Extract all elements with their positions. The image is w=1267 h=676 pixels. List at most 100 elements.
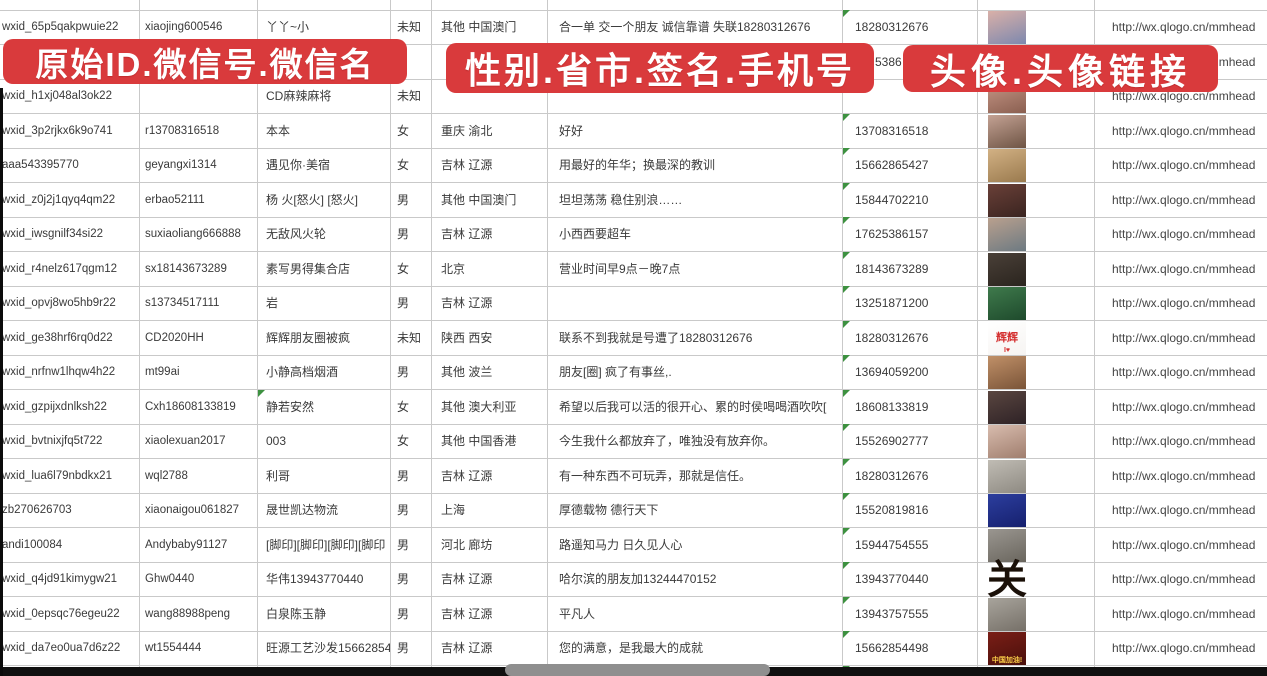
gender-cell[interactable]: 女 — [391, 424, 432, 459]
avatar-cell[interactable] — [978, 10, 1095, 45]
signature-cell[interactable]: 您的满意，是我最大的成就 — [548, 631, 843, 666]
phone-cell[interactable] — [843, 79, 978, 114]
signature-cell[interactable]: 平凡人 — [548, 596, 843, 632]
avatar-cell[interactable]: 中国加油! — [978, 631, 1095, 666]
signature-cell[interactable]: 今生我什么都放弃了，唯独没有放弃你。 — [548, 424, 843, 459]
phone-cell[interactable] — [843, 0, 978, 11]
signature-cell[interactable]: 好好 — [548, 113, 843, 149]
nickname-cell[interactable]: 003 — [258, 424, 391, 459]
gender-cell[interactable]: 男 — [391, 286, 432, 321]
avatar-cell[interactable] — [978, 424, 1095, 459]
link-cell[interactable]: http://wx.qlogo.cn/mmhead — [1095, 597, 1267, 632]
gender-cell[interactable] — [391, 44, 432, 80]
region-cell[interactable]: 吉林 辽源 — [432, 217, 548, 252]
wxid-cell[interactable]: aaa543395770 — [0, 148, 140, 183]
gender-cell[interactable]: 未知 — [391, 10, 432, 45]
wechat-id-cell[interactable]: wang88988peng — [140, 596, 258, 632]
wechat-id-cell[interactable]: Ghw0440 — [140, 562, 258, 597]
region-cell[interactable]: 其他 波兰 — [432, 355, 548, 390]
wechat-id-cell[interactable]: s13734517111 — [140, 286, 258, 321]
gender-cell[interactable]: 未知 — [391, 79, 432, 114]
avatar-cell[interactable] — [978, 113, 1095, 149]
gender-cell[interactable]: 女 — [391, 389, 432, 425]
phone-cell[interactable]: 18608133819 — [843, 389, 978, 425]
link-cell[interactable]: http://wx.qlogo.cn/mmhead — [1095, 424, 1267, 459]
wechat-id-cell[interactable]: sx18143673289 — [140, 251, 258, 287]
avatar-cell[interactable] — [978, 596, 1095, 632]
signature-cell[interactable]: 营业时间早9点－晚7点 — [548, 251, 843, 287]
link-cell[interactable]: http://wx.qlogo.cn/mmhead — [1095, 459, 1267, 494]
signature-cell[interactable]: 坦坦荡荡 稳住别浪…… — [548, 182, 843, 218]
wxid-cell[interactable]: wxid_da7eo0ua7d6z22 — [0, 631, 140, 666]
signature-cell[interactable]: 朋友[圈] 疯了有事丝,. — [548, 355, 843, 390]
wxid-cell[interactable]: wxid_opvj8wo5hb9r22 — [0, 286, 140, 321]
wechat-id-cell[interactable] — [140, 0, 258, 11]
signature-cell[interactable] — [548, 0, 843, 11]
signature-cell[interactable]: 希望以后我可以活的很开心、累的时侯喝喝酒吹吹[ — [548, 389, 843, 425]
wechat-id-cell[interactable]: xiaonaigou061827 — [140, 493, 258, 528]
phone-cell[interactable]: 13943757555 — [843, 596, 978, 632]
wxid-cell[interactable]: wxid_ge38hrf6rq0d22 — [0, 320, 140, 356]
nickname-cell[interactable]: 利哥 — [258, 458, 391, 494]
signature-cell[interactable]: 哈尔滨的朋友加13244470152 — [548, 562, 843, 597]
signature-cell[interactable]: 厚德载物 德行天下 — [548, 493, 843, 528]
region-cell[interactable]: 河北 廊坊 — [432, 527, 548, 563]
phone-cell[interactable]: 15944754555 — [843, 527, 978, 563]
gender-cell[interactable]: 男 — [391, 355, 432, 390]
wxid-cell[interactable]: wxid_q4jd91kimygw21 — [0, 562, 140, 597]
avatar-cell[interactable] — [978, 148, 1095, 183]
region-cell[interactable]: 吉林 辽源 — [432, 148, 548, 183]
phone-cell[interactable]: 13694059200 — [843, 355, 978, 390]
signature-cell[interactable]: 合一单 交一个朋友 诚信靠谱 失联18280312676 — [548, 10, 843, 45]
signature-cell[interactable]: 有一种东西不可玩弄，那就是信任。 — [548, 458, 843, 494]
gender-cell[interactable] — [391, 0, 432, 11]
nickname-cell[interactable]: CD麻辣麻将 — [258, 79, 391, 114]
nickname-cell[interactable]: 本本 — [258, 113, 391, 149]
avatar-cell[interactable] — [978, 527, 1095, 563]
link-cell[interactable]: http://wx.qlogo.cn/mmhead — [1095, 114, 1267, 149]
avatar-cell[interactable] — [978, 458, 1095, 494]
wxid-cell[interactable]: wxid_lua6l79nbdkx21 — [0, 458, 140, 494]
region-cell[interactable]: 吉林 辽源 — [432, 596, 548, 632]
link-cell[interactable]: http://wx.qlogo.cn/mmhead — [1095, 390, 1267, 425]
link-cell[interactable]: http://wx.qlogo.cn/mmhead — [1095, 79, 1267, 114]
avatar-cell[interactable] — [978, 182, 1095, 218]
avatar-cell[interactable] — [978, 251, 1095, 287]
nickname-cell[interactable]: 旺源工艺沙发15662854 — [258, 631, 391, 666]
phone-cell[interactable]: 18280312676 — [843, 320, 978, 356]
wechat-id-cell[interactable]: xiaolexuan2017 — [140, 424, 258, 459]
region-cell[interactable]: 吉林 辽源 — [432, 562, 548, 597]
avatar-cell[interactable] — [978, 217, 1095, 252]
link-cell[interactable]: http://wx.qlogo.cn/mmhead — [1095, 631, 1267, 666]
avatar-cell[interactable] — [978, 355, 1095, 390]
link-cell[interactable]: http://wx.qlogo.cn/mmhead — [1095, 148, 1267, 183]
gender-cell[interactable]: 男 — [391, 562, 432, 597]
phone-cell[interactable]: 18280312676 — [843, 458, 978, 494]
wxid-cell[interactable]: wxid_bvtnixjfq5t722 — [0, 424, 140, 459]
region-cell[interactable]: 陕西 西安 — [432, 320, 548, 356]
wxid-cell[interactable]: wxid_r4nelz617qgm12 — [0, 251, 140, 287]
nickname-cell[interactable]: 无敌风火轮 — [258, 217, 391, 252]
avatar-cell[interactable] — [978, 493, 1095, 528]
region-cell[interactable] — [432, 79, 548, 114]
region-cell[interactable]: 上海 — [432, 493, 548, 528]
wechat-id-cell[interactable]: wql2788 — [140, 458, 258, 494]
gender-cell[interactable]: 女 — [391, 148, 432, 183]
wxid-cell[interactable] — [0, 0, 140, 11]
nickname-cell[interactable]: 华伟13943770440 — [258, 562, 391, 597]
phone-cell[interactable]: 15662865427 — [843, 148, 978, 183]
nickname-cell[interactable]: 岩 — [258, 286, 391, 321]
phone-cell[interactable]: 17625386157 — [843, 217, 978, 252]
avatar-cell[interactable]: 关 — [978, 559, 1095, 599]
nickname-cell[interactable]: 杨 火[怒火] [怒火] — [258, 182, 391, 218]
gender-cell[interactable]: 男 — [391, 631, 432, 666]
phone-cell[interactable]: 13251871200 — [843, 286, 978, 321]
gender-cell[interactable]: 男 — [391, 596, 432, 632]
avatar-cell[interactable]: 辉辉 I♥ — [978, 320, 1095, 356]
gender-cell[interactable]: 男 — [391, 493, 432, 528]
wxid-cell[interactable]: wxid_iwsgnilf34si22 — [0, 217, 140, 252]
region-cell[interactable]: 北京 — [432, 251, 548, 287]
wxid-cell[interactable]: andi100084 — [0, 527, 140, 563]
signature-cell[interactable] — [548, 79, 843, 114]
link-cell[interactable] — [1095, 0, 1267, 11]
